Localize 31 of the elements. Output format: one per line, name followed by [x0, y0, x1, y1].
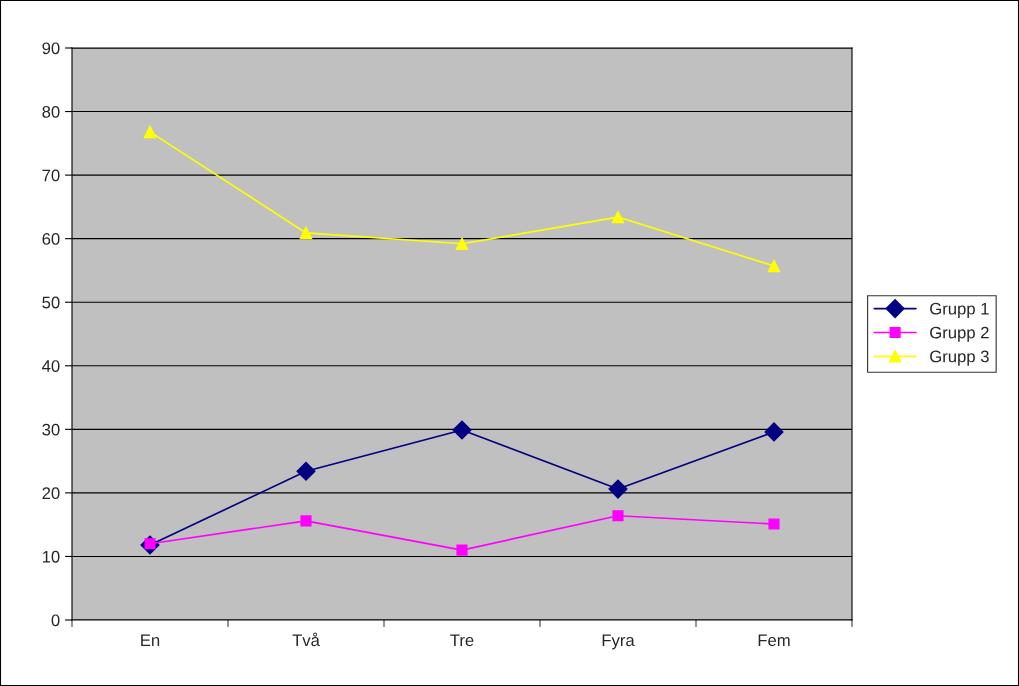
x-tick-label: En	[141, 634, 160, 646]
y-tick-label: 60	[42, 233, 60, 245]
point	[611, 210, 625, 224]
point	[764, 422, 784, 442]
y-tick-label: 20	[42, 487, 60, 500]
y-tick-label: 10	[42, 550, 60, 563]
point	[455, 237, 469, 251]
x-tick-label: Fem	[758, 634, 790, 647]
point	[452, 420, 472, 440]
point	[296, 461, 316, 481]
point	[767, 259, 781, 273]
y-tick-label: 70	[42, 169, 60, 182]
y-tick-label: 90	[42, 42, 60, 55]
x-tick-label: Två	[292, 632, 320, 647]
y-tick-label: 30	[42, 423, 60, 436]
point	[456, 544, 468, 556]
x-tick-label: Tre	[450, 634, 474, 647]
y-tick-label: 80	[42, 105, 60, 118]
point	[299, 226, 313, 240]
point	[612, 510, 624, 522]
legend-label: Grupp 2	[930, 326, 989, 342]
y-tick-label: 40	[42, 360, 60, 372]
point	[768, 518, 780, 530]
point	[300, 515, 312, 527]
y-tick-label: 50	[42, 296, 60, 309]
x-tick-label: Fyra	[602, 634, 635, 650]
legend-label: Grupp 1	[930, 302, 989, 318]
y-tick-label: 0	[51, 614, 60, 627]
legend-label: Grupp 3	[930, 350, 989, 366]
point	[608, 479, 628, 499]
point	[143, 125, 157, 139]
